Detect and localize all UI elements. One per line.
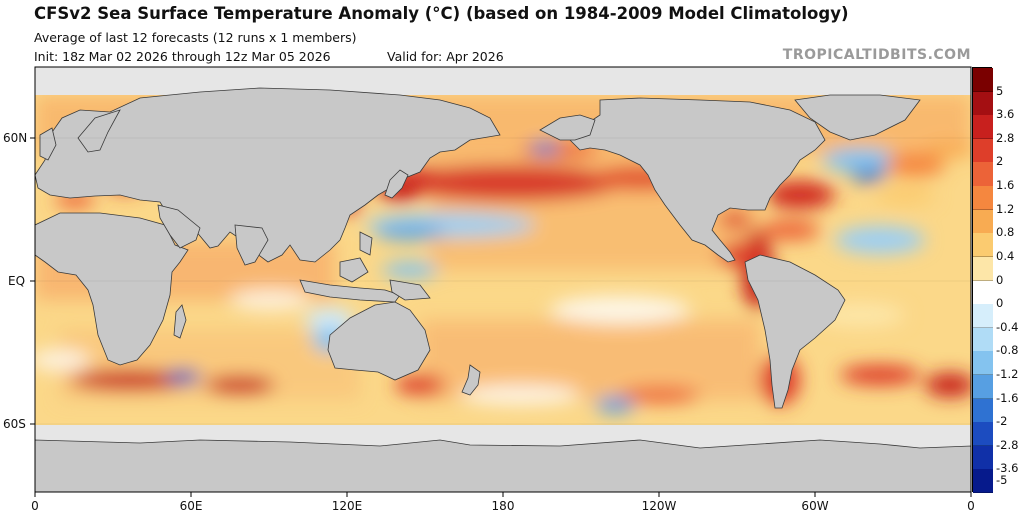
new-zealand-landmass [461, 364, 481, 396]
colorbar-label: -2 [996, 414, 1008, 429]
north-america-landmass [569, 97, 826, 263]
colorbar-segment [973, 91, 993, 116]
colorbar-label: 2 [996, 154, 1004, 169]
colorbar-segment [973, 351, 993, 376]
colorbar-segment [973, 422, 993, 447]
colorbar-segment [973, 374, 993, 400]
colorbar-label: 0.4 [996, 248, 1015, 263]
colorbar-segment [973, 445, 993, 470]
arctic-ice [35, 67, 971, 95]
lon-label-120e: 120E [331, 499, 363, 513]
colorbar [972, 67, 993, 494]
colorbar-label: 1.2 [996, 201, 1015, 216]
india-landmass [234, 224, 269, 266]
colorbar-label: -1.6 [996, 390, 1019, 405]
colorbar-segment [973, 209, 993, 234]
colorbar-label: -5 [996, 473, 1008, 488]
lat-label-60n: 60N [3, 131, 28, 145]
borneo-landmass [339, 257, 369, 283]
colorbar-segment [973, 186, 993, 211]
graticule [35, 137, 971, 425]
colorbar-segment [973, 115, 993, 140]
colorbar-label: -0.4 [996, 319, 1019, 334]
lat-label-60s: 60S [3, 417, 26, 431]
colorbar-segment [973, 138, 993, 163]
lon-label-0-east: 0 [967, 499, 975, 513]
colorbar-label: -2.8 [996, 437, 1019, 452]
new-guinea-landmass [389, 279, 431, 301]
colorbar-segment [973, 68, 993, 93]
lon-label-60e: 60E [179, 499, 203, 513]
map-subtitle: Average of last 12 forecasts (12 runs x … [34, 30, 357, 45]
brand-watermark: TROPICALTIDBITS.COM [782, 47, 971, 63]
scandinavia-landmass [77, 109, 121, 153]
colorbar-label: -0.8 [996, 343, 1019, 358]
colorbar-segment [973, 327, 993, 352]
colorbar-label: 3.6 [996, 107, 1015, 122]
colorbar-segment [973, 280, 993, 305]
colorbar-label: 1.6 [996, 178, 1015, 193]
colorbar-segment [973, 304, 993, 329]
colorbar-segment [973, 398, 993, 423]
axis-ticks [30, 137, 972, 497]
colorbar-label: -1.2 [996, 366, 1019, 381]
colorbar-segment [973, 162, 993, 187]
lon-label-180: 180 [491, 499, 515, 513]
colorbar-label: 0 [996, 272, 1004, 287]
south-america-landmass [744, 254, 846, 409]
madagascar-landmass [173, 304, 187, 339]
colorbar-label: 2.8 [996, 130, 1015, 145]
lon-label-60w: 60W [801, 499, 829, 513]
land-masses [35, 87, 971, 492]
colorbar-label: 0 [996, 296, 1004, 311]
colorbar-label: 0.8 [996, 225, 1015, 240]
australia-landmass [327, 301, 431, 381]
indonesia-landmass [299, 279, 401, 303]
valid-time: Valid for: Apr 2026 [387, 49, 504, 64]
colorbar-label: -3.6 [996, 461, 1019, 476]
colorbar-segment [973, 469, 993, 494]
philippines-landmass [359, 231, 373, 256]
lon-label-120w: 120W [641, 499, 677, 513]
africa-landmass [35, 212, 189, 366]
antarctica-landmass [35, 439, 971, 492]
greenland-landmass [794, 94, 921, 141]
lat-label-eq: EQ [8, 274, 26, 288]
init-time: Init: 18z Mar 02 2026 through 12z Mar 05… [34, 49, 331, 64]
colorbar-segment [973, 256, 993, 281]
colorbar-label: 5 [996, 83, 1004, 98]
alaska-landmass [539, 114, 596, 141]
map-title: CFSv2 Sea Surface Temperature Anomaly (°… [34, 4, 849, 23]
lon-label-0-west: 0 [31, 499, 39, 513]
uk-landmass [39, 127, 57, 161]
arabia-landmass [157, 204, 201, 249]
japan-landmass [384, 169, 409, 199]
colorbar-segment [973, 233, 993, 258]
